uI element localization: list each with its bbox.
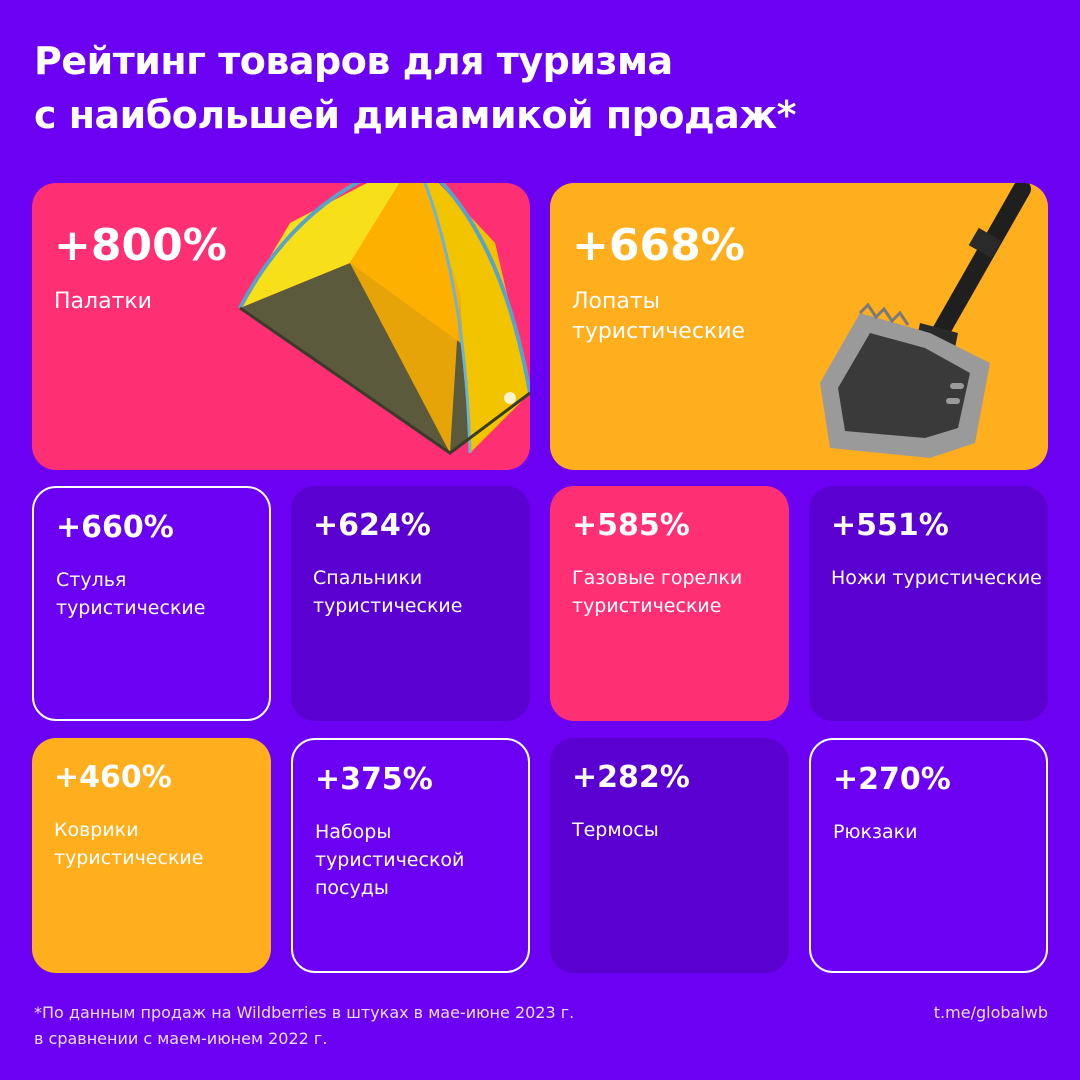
tent-image	[238, 183, 530, 455]
card-percent: +660%	[56, 510, 174, 545]
card-mats: +460% Коврики туристические	[32, 738, 271, 973]
card-percent: +800%	[54, 220, 227, 271]
card-percent: +585%	[572, 508, 690, 543]
footnote-line-1: *По данным продаж на Wildberries в штука…	[34, 1003, 575, 1022]
card-cookware: +375% Наборы туристической посуды	[291, 738, 530, 973]
card-gas-burners: +585% Газовые горелки туристические	[550, 486, 789, 721]
card-thermoses: +282% Термосы	[550, 738, 789, 973]
card-name: Палатки	[54, 289, 152, 314]
card-percent: +460%	[54, 760, 172, 795]
card-percent: +282%	[572, 760, 690, 795]
card-percent: +375%	[315, 762, 433, 797]
card-name: Спальники туристические	[313, 567, 463, 617]
card-chairs: +660% Стулья туристические	[32, 486, 271, 721]
card-name: Стулья туристические	[56, 569, 206, 619]
card-percent: +551%	[831, 508, 949, 543]
card-name: Наборы туристической посуды	[315, 821, 465, 899]
card-percent: +668%	[572, 220, 745, 271]
card-name: Газовые горелки туристические	[572, 567, 743, 617]
title-line-1: Рейтинг товаров для туризма	[34, 39, 673, 83]
card-percent: +270%	[833, 762, 951, 797]
card-sleeping-bags: +624% Спальники туристические	[291, 486, 530, 721]
card-tents: +800% Палатки	[32, 183, 530, 470]
card-knives: +551% Ножи туристические	[809, 486, 1048, 721]
card-percent: +624%	[313, 508, 431, 543]
card-name: Термосы	[572, 819, 659, 841]
card-backpacks: +270% Рюкзаки	[809, 738, 1048, 973]
card-name: Лопаты туристические	[572, 289, 746, 344]
footnote-line-2: в сравнении с маем-июнем 2022 г.	[34, 1029, 328, 1048]
card-shovels: +668% Лопаты туристические	[550, 183, 1048, 470]
channel-link[interactable]: t.me/globalwb	[933, 1003, 1048, 1022]
page-title: Рейтинг товаров для туризма с наибольшей…	[34, 34, 1034, 142]
title-line-2: с наибольшей динамикой продаж*	[34, 93, 797, 137]
card-name: Рюкзаки	[833, 821, 918, 843]
shovel-image	[820, 183, 1031, 458]
card-name: Коврики туристические	[54, 819, 204, 869]
footnote: *По данным продаж на Wildberries в штука…	[34, 1000, 574, 1052]
card-name: Ножи туристические	[831, 567, 1042, 589]
